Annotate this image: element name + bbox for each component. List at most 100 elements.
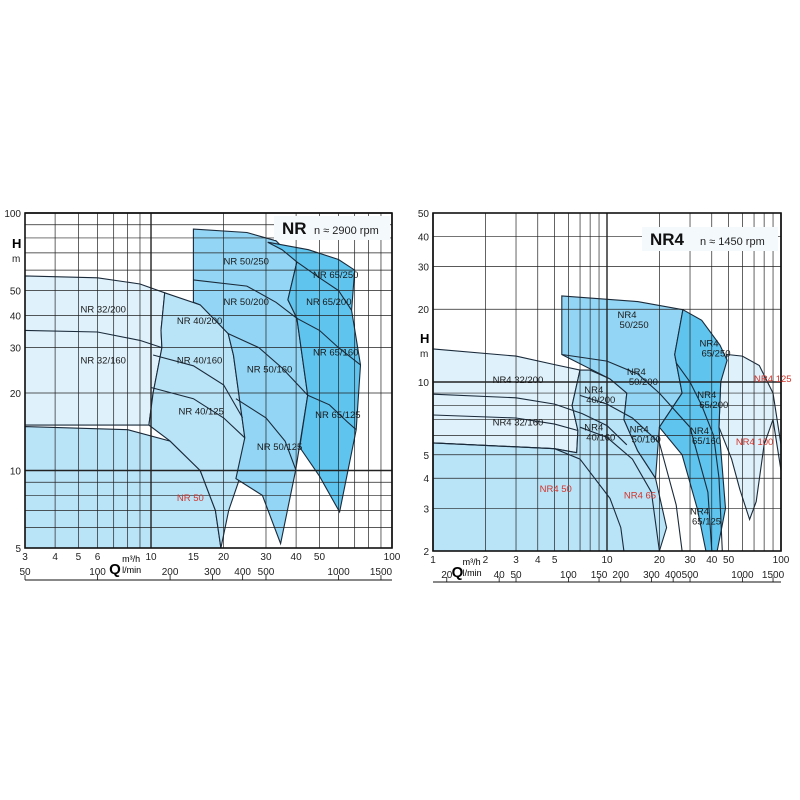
pump-curve	[579, 426, 660, 552]
y-tick-label: 5	[15, 544, 21, 555]
pump-label: NR4 40/160	[584, 423, 615, 444]
pump-label: NR 50/160	[247, 365, 292, 376]
x2-tick-label: 50	[510, 570, 522, 581]
pump-label: NR4 65/250	[699, 338, 730, 359]
pump-curve	[432, 393, 628, 446]
y-axis-label: H	[420, 331, 429, 346]
pump-curve	[24, 329, 163, 349]
pump-curve	[561, 353, 713, 552]
pump-label: NR 65/200	[306, 297, 351, 308]
x2-tick-label: 500	[682, 570, 699, 581]
title-box	[642, 227, 778, 251]
x2-tick-label: 300	[204, 567, 221, 578]
x-axis-unit: m³/h	[463, 557, 481, 567]
y-axis-unit: m	[12, 254, 20, 265]
pump-label: NR 50/200	[224, 297, 269, 308]
pump-region	[432, 348, 581, 454]
x2-tick-label: 200	[612, 570, 629, 581]
x-tick-label: 15	[188, 552, 200, 563]
y-tick-label: 4	[423, 474, 429, 485]
pump-label: NR4 32/160	[493, 418, 544, 429]
pump-label: NR4 50/200	[627, 367, 658, 388]
x2-tick-label: 50	[19, 567, 31, 578]
y-tick-label: 50	[418, 209, 430, 220]
x-tick-label: 5	[552, 555, 558, 566]
pump-label: NR 50/250	[224, 257, 269, 268]
pump-label: NR4 65/200	[697, 390, 728, 411]
pump-label: NR 40/200	[177, 316, 222, 327]
x2-tick-label: 1500	[762, 570, 785, 581]
pump-label: NR4 50/160	[630, 424, 661, 445]
pump-label: NR 32/160	[81, 356, 126, 367]
x-tick-label: 10	[145, 552, 157, 563]
pump-curve	[432, 442, 625, 552]
pump-label: NR 40/125	[178, 406, 223, 417]
pump-label: NR4 40/200	[584, 385, 615, 406]
chart-nr4: NR4 32/200 NR4 32/160 NR4 40/200 NR4 40/160…	[418, 209, 792, 583]
pump-curve	[432, 414, 579, 432]
x-tick-label: 6	[95, 552, 101, 563]
chart-nr: NR 32/200 NR 32/160 NR 40/200 NR 40/160 NR 4…	[4, 209, 401, 581]
pump-region	[24, 275, 166, 426]
x-tick-label: 30	[260, 552, 272, 563]
y-tick-label: 30	[10, 344, 22, 355]
plot-frame	[24, 212, 393, 549]
x-tick-label: 30	[684, 555, 696, 566]
title-box	[274, 216, 390, 240]
x2-tick-label: 100	[560, 570, 577, 581]
x2-tick-label: 400	[665, 570, 682, 581]
pump-label: NR 65/160	[313, 347, 358, 358]
x2-tick-label: 500	[258, 567, 275, 578]
x-tick-label: 50	[723, 555, 735, 566]
x2-tick-label: 100	[89, 567, 106, 578]
x-axis-unit: m³/h	[122, 554, 140, 564]
x-axis-label: Q	[109, 561, 121, 578]
x-tick-label: 5	[76, 552, 82, 563]
chart-title: NR4	[650, 230, 685, 249]
x-tick-label: 3	[513, 555, 519, 566]
y-tick-label: 50	[10, 287, 22, 298]
pump-label: NR4 50	[540, 484, 572, 495]
pump-curve	[579, 394, 683, 552]
y-tick-label: 30	[418, 263, 430, 274]
x-tick-label: 100	[773, 555, 790, 566]
pump-curve	[227, 333, 309, 396]
plot-frame	[432, 212, 782, 552]
y-axis-label: H	[12, 236, 21, 251]
x-tick-label: 100	[384, 552, 401, 563]
pump-curve	[675, 362, 723, 552]
x2-axis-unit: l/min	[463, 568, 482, 578]
x-tick-label: 40	[706, 555, 718, 566]
pump-label: NR 50/125	[257, 442, 302, 453]
x-axis-label: Q	[452, 564, 464, 581]
pump-label: NR 50	[177, 493, 204, 504]
pump-curve	[193, 279, 298, 319]
x2-tick-label: 1500	[370, 567, 393, 578]
y-tick-label: 2	[423, 547, 429, 558]
y-tick-label: 20	[10, 389, 22, 400]
x2-tick-label: 1000	[731, 570, 754, 581]
pump-label: NR 65/250	[313, 270, 358, 281]
chart-speed: n ≈ 1450 rpm	[700, 236, 765, 248]
x-tick-label: 2	[483, 555, 489, 566]
x2-tick-label: 150	[591, 570, 608, 581]
y-tick-label: 100	[4, 209, 21, 220]
pump-label: NR 32/200	[81, 305, 126, 316]
pump-label: NR 65/125	[315, 410, 360, 421]
x-tick-label: 40	[291, 552, 303, 563]
x-tick-label: 4	[52, 552, 58, 563]
pump-curve	[296, 261, 353, 311]
x-tick-label: 3	[22, 552, 28, 563]
y-tick-label: 10	[418, 378, 430, 389]
chart-title: NR	[282, 219, 307, 238]
pump-label: NR4 32/200	[493, 375, 544, 386]
y-tick-label: 40	[10, 311, 22, 322]
y-tick-label: 20	[418, 305, 430, 316]
pump-curve	[307, 394, 357, 431]
x2-tick-label: 200	[162, 567, 179, 578]
chart-speed: n ≈ 2900 rpm	[314, 225, 379, 237]
pump-label: NR4 65	[624, 490, 656, 501]
pump-curve	[150, 386, 246, 439]
x2-tick-label: 20	[441, 570, 453, 581]
